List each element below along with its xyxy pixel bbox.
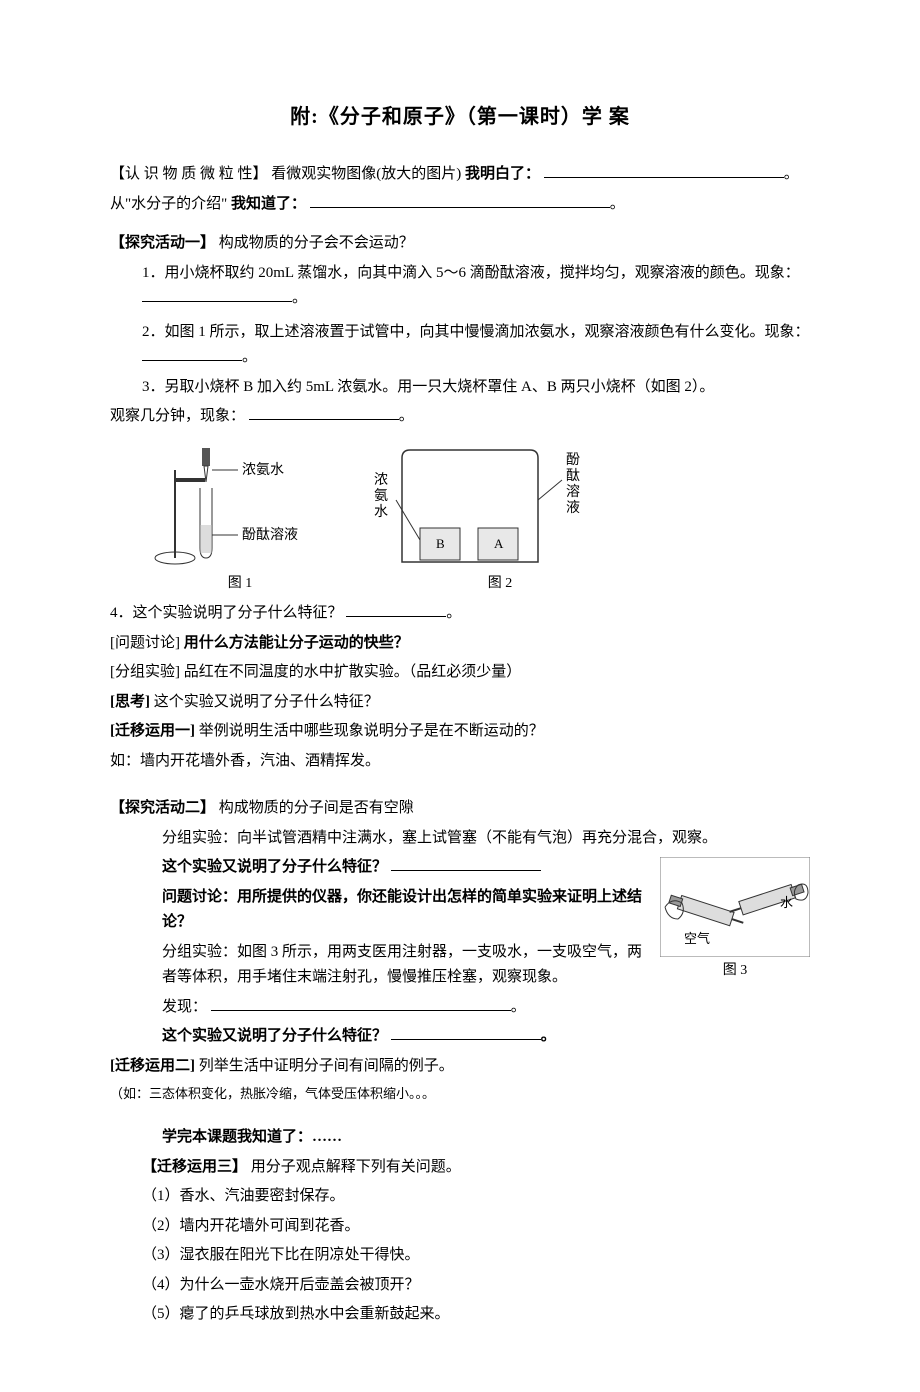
svg-text:溶: 溶 — [566, 484, 580, 500]
act1-item3a-text: 3．另取小烧杯 B 加入约 5mL 浓氨水。用一只大烧杯罩住 A、B 两只小烧杯… — [142, 379, 714, 395]
act1-q4: 4．这个实验说明了分子什么特征？ 。 — [110, 601, 810, 627]
group-text: 品红在不同温度的水中扩散实验。（品红必须少量） — [184, 664, 522, 680]
act1-item2-text: 2．如图 1 所示，取上述溶液置于试管中，向其中慢慢滴加浓氨水，观察溶液颜色有什… — [142, 324, 810, 340]
fig1-ammonia-label: 浓氨水 — [242, 462, 284, 478]
summary-item-5: （5）瘪了的乒乓球放到热水中会重新鼓起来。 — [110, 1302, 810, 1328]
act2-q1-text: 这个实验又说明了分子什么特征？ — [162, 859, 387, 875]
svg-text:氨: 氨 — [374, 488, 388, 504]
figure-2: 浓 氨 水 B A 酚 酞 溶 液 图 2 — [370, 440, 630, 596]
transfer3-text: 用分子观点解释下列有关问题。 — [251, 1159, 461, 1175]
act1-q4-text: 4．这个实验说明了分子什么特征？ — [110, 605, 343, 621]
fig2-caption: 图 2 — [370, 572, 630, 596]
blank-act2-q2[interactable] — [391, 1025, 541, 1040]
act1-label: 【探究活动一】 — [110, 235, 215, 251]
act2-found: 发现： 。 — [110, 995, 810, 1021]
summary-item-3: （3）湿衣服在阳光下比在阴凉处干得快。 — [110, 1243, 810, 1269]
svg-text:酚: 酚 — [566, 452, 580, 468]
discuss-label: [问题讨论] — [110, 635, 180, 651]
act2-q2-text: 这个实验又说明了分子什么特征？ — [162, 1028, 387, 1044]
act1-item1-text: 1．用小烧杯取约 20mL 蒸馏水，向其中滴入 5～6 滴酚酞溶液，搅拌均匀，观… — [142, 265, 800, 281]
act1-discuss: [问题讨论] 用什么方法能让分子运动的快些？ — [110, 631, 810, 657]
act2-groupexp: 分组实验：向半试管酒精中注满水，塞上试管塞（不能有气泡）再充分混合，观察。 — [110, 826, 810, 852]
act1-transfer1: [迁移运用一] 举例说明生活中哪些现象说明分子是在不断运动的？ — [110, 719, 810, 745]
transfer1-label: [迁移运用一] — [110, 723, 195, 739]
blank-understood[interactable] — [544, 163, 784, 178]
learned: 学完本课题我知道了：…… — [110, 1125, 810, 1151]
recog-label: 【认 识 物 质 微 粒 性】 — [110, 166, 268, 182]
blank-phenom1[interactable] — [142, 287, 292, 302]
fig3-water-label: 水 — [780, 895, 793, 910]
fig1-caption: 图 1 — [150, 572, 330, 596]
act1-group: [分组实验] 品红在不同温度的水中扩散实验。（品红必须少量） — [110, 660, 810, 686]
blank-knew[interactable] — [310, 193, 610, 208]
recog-prefix2: 从"水分子的介绍" — [110, 196, 227, 212]
transfer3-label: 【迁移运用三】 — [142, 1159, 247, 1175]
recog-text1: 看微观实物图像(放大的图片) — [271, 166, 461, 182]
summary-item-2: （2）墙内开花墙外可闻到花香。 — [110, 1214, 810, 1240]
transfer2: [迁移运用二] 列举生活中证明分子间有间隔的例子。 — [110, 1054, 810, 1080]
blank-phenom3[interactable] — [249, 405, 399, 420]
act2-label: 【探究活动二】 — [110, 800, 215, 816]
recognition-line1: 【认 识 物 质 微 粒 性】 看微观实物图像(放大的图片) 我明白了： 。 — [110, 162, 810, 188]
think-label: [思考] — [110, 694, 150, 710]
recog-tail2: 我知道了： — [231, 196, 306, 212]
act1-think: [思考] 这个实验又说明了分子什么特征？ — [110, 690, 810, 716]
fig1-phenol-label: 酚酞溶液 — [242, 527, 298, 543]
fig3-caption: 图 3 — [660, 959, 810, 983]
blank-found[interactable] — [211, 996, 511, 1011]
fig3-svg: 空气 水 — [660, 857, 810, 957]
activity1-heading: 【探究活动一】 构成物质的分子会不会运动？ — [110, 231, 810, 257]
transfer2-label: [迁移运用二] — [110, 1058, 195, 1074]
act1-item2: 2．如图 1 所示，取上述溶液置于试管中，向其中慢慢滴加浓氨水，观察溶液颜色有什… — [110, 320, 810, 371]
group-label: [分组实验] — [110, 664, 180, 680]
transfer3: 【迁移运用三】 用分子观点解释下列有关问题。 — [110, 1155, 810, 1181]
svg-text:水: 水 — [374, 504, 388, 520]
act1-example: 如：墙内开花墙外香，汽油、酒精挥发。 — [110, 749, 810, 775]
act2-found-text: 发现： — [162, 999, 207, 1015]
figure-1: 浓氨水 酚酞溶液 图 1 — [150, 440, 330, 596]
act2-q2: 这个实验又说明了分子什么特征？ 。 — [110, 1024, 810, 1050]
act1-item3b-text: 观察几分钟，现象： — [110, 408, 245, 424]
fig2-svg: 浓 氨 水 B A 酚 酞 溶 液 — [370, 440, 630, 570]
diagram-row: 浓氨水 酚酞溶液 图 1 浓 氨 水 B A 酚 酞 溶 液 图 — [150, 440, 810, 596]
svg-text:液: 液 — [566, 500, 580, 516]
recog-tail1: 我明白了： — [465, 166, 540, 182]
svg-text:浓: 浓 — [374, 472, 388, 488]
blank-q4[interactable] — [346, 602, 446, 617]
act1-item3b: 观察几分钟，现象： 。 — [110, 404, 810, 430]
page-title: 附:《分子和原子》（第一课时）学 案 — [110, 100, 810, 134]
act2-tail: 构成物质的分子间是否有空隙 — [219, 800, 414, 816]
fig2-b-label: B — [436, 536, 445, 551]
fig2-a-label: A — [494, 536, 504, 551]
act1-item1: 1．用小烧杯取约 20mL 蒸馏水，向其中滴入 5～6 滴酚酞溶液，搅拌均匀，观… — [110, 261, 810, 312]
act1-item3a: 3．另取小烧杯 B 加入约 5mL 浓氨水。用一只大烧杯罩住 A、B 两只小烧杯… — [110, 375, 810, 401]
think-text: 这个实验又说明了分子什么特征？ — [154, 694, 379, 710]
activity2-heading: 【探究活动二】 构成物质的分子间是否有空隙 — [110, 796, 810, 822]
summary-item-1: （1）香水、汽油要密封保存。 — [110, 1184, 810, 1210]
svg-text:酞: 酞 — [566, 468, 580, 484]
discuss-text: 用什么方法能让分子运动的快些？ — [184, 635, 409, 651]
blank-phenom2[interactable] — [142, 346, 242, 361]
transfer2-text: 列举生活中证明分子间有间隔的例子。 — [199, 1058, 454, 1074]
summary-item-4: （4）为什么一壶水烧开后壶盖会被顶开？ — [110, 1273, 810, 1299]
blank-act2-q1[interactable] — [391, 856, 541, 871]
fig1-svg: 浓氨水 酚酞溶液 — [150, 440, 330, 570]
fig3-air-label: 空气 — [684, 931, 710, 946]
recognition-line2: 从"水分子的介绍" 我知道了： 。 — [110, 192, 810, 218]
figure-3: 空气 水 图 3 — [660, 857, 810, 983]
transfer2-eg: （如：三态体积变化，热胀冷缩，气体受压体积缩小。。。 — [110, 1083, 810, 1105]
act1-tail: 构成物质的分子会不会运动？ — [219, 235, 414, 251]
transfer1-text: 举例说明生活中哪些现象说明分子是在不断运动的？ — [199, 723, 544, 739]
